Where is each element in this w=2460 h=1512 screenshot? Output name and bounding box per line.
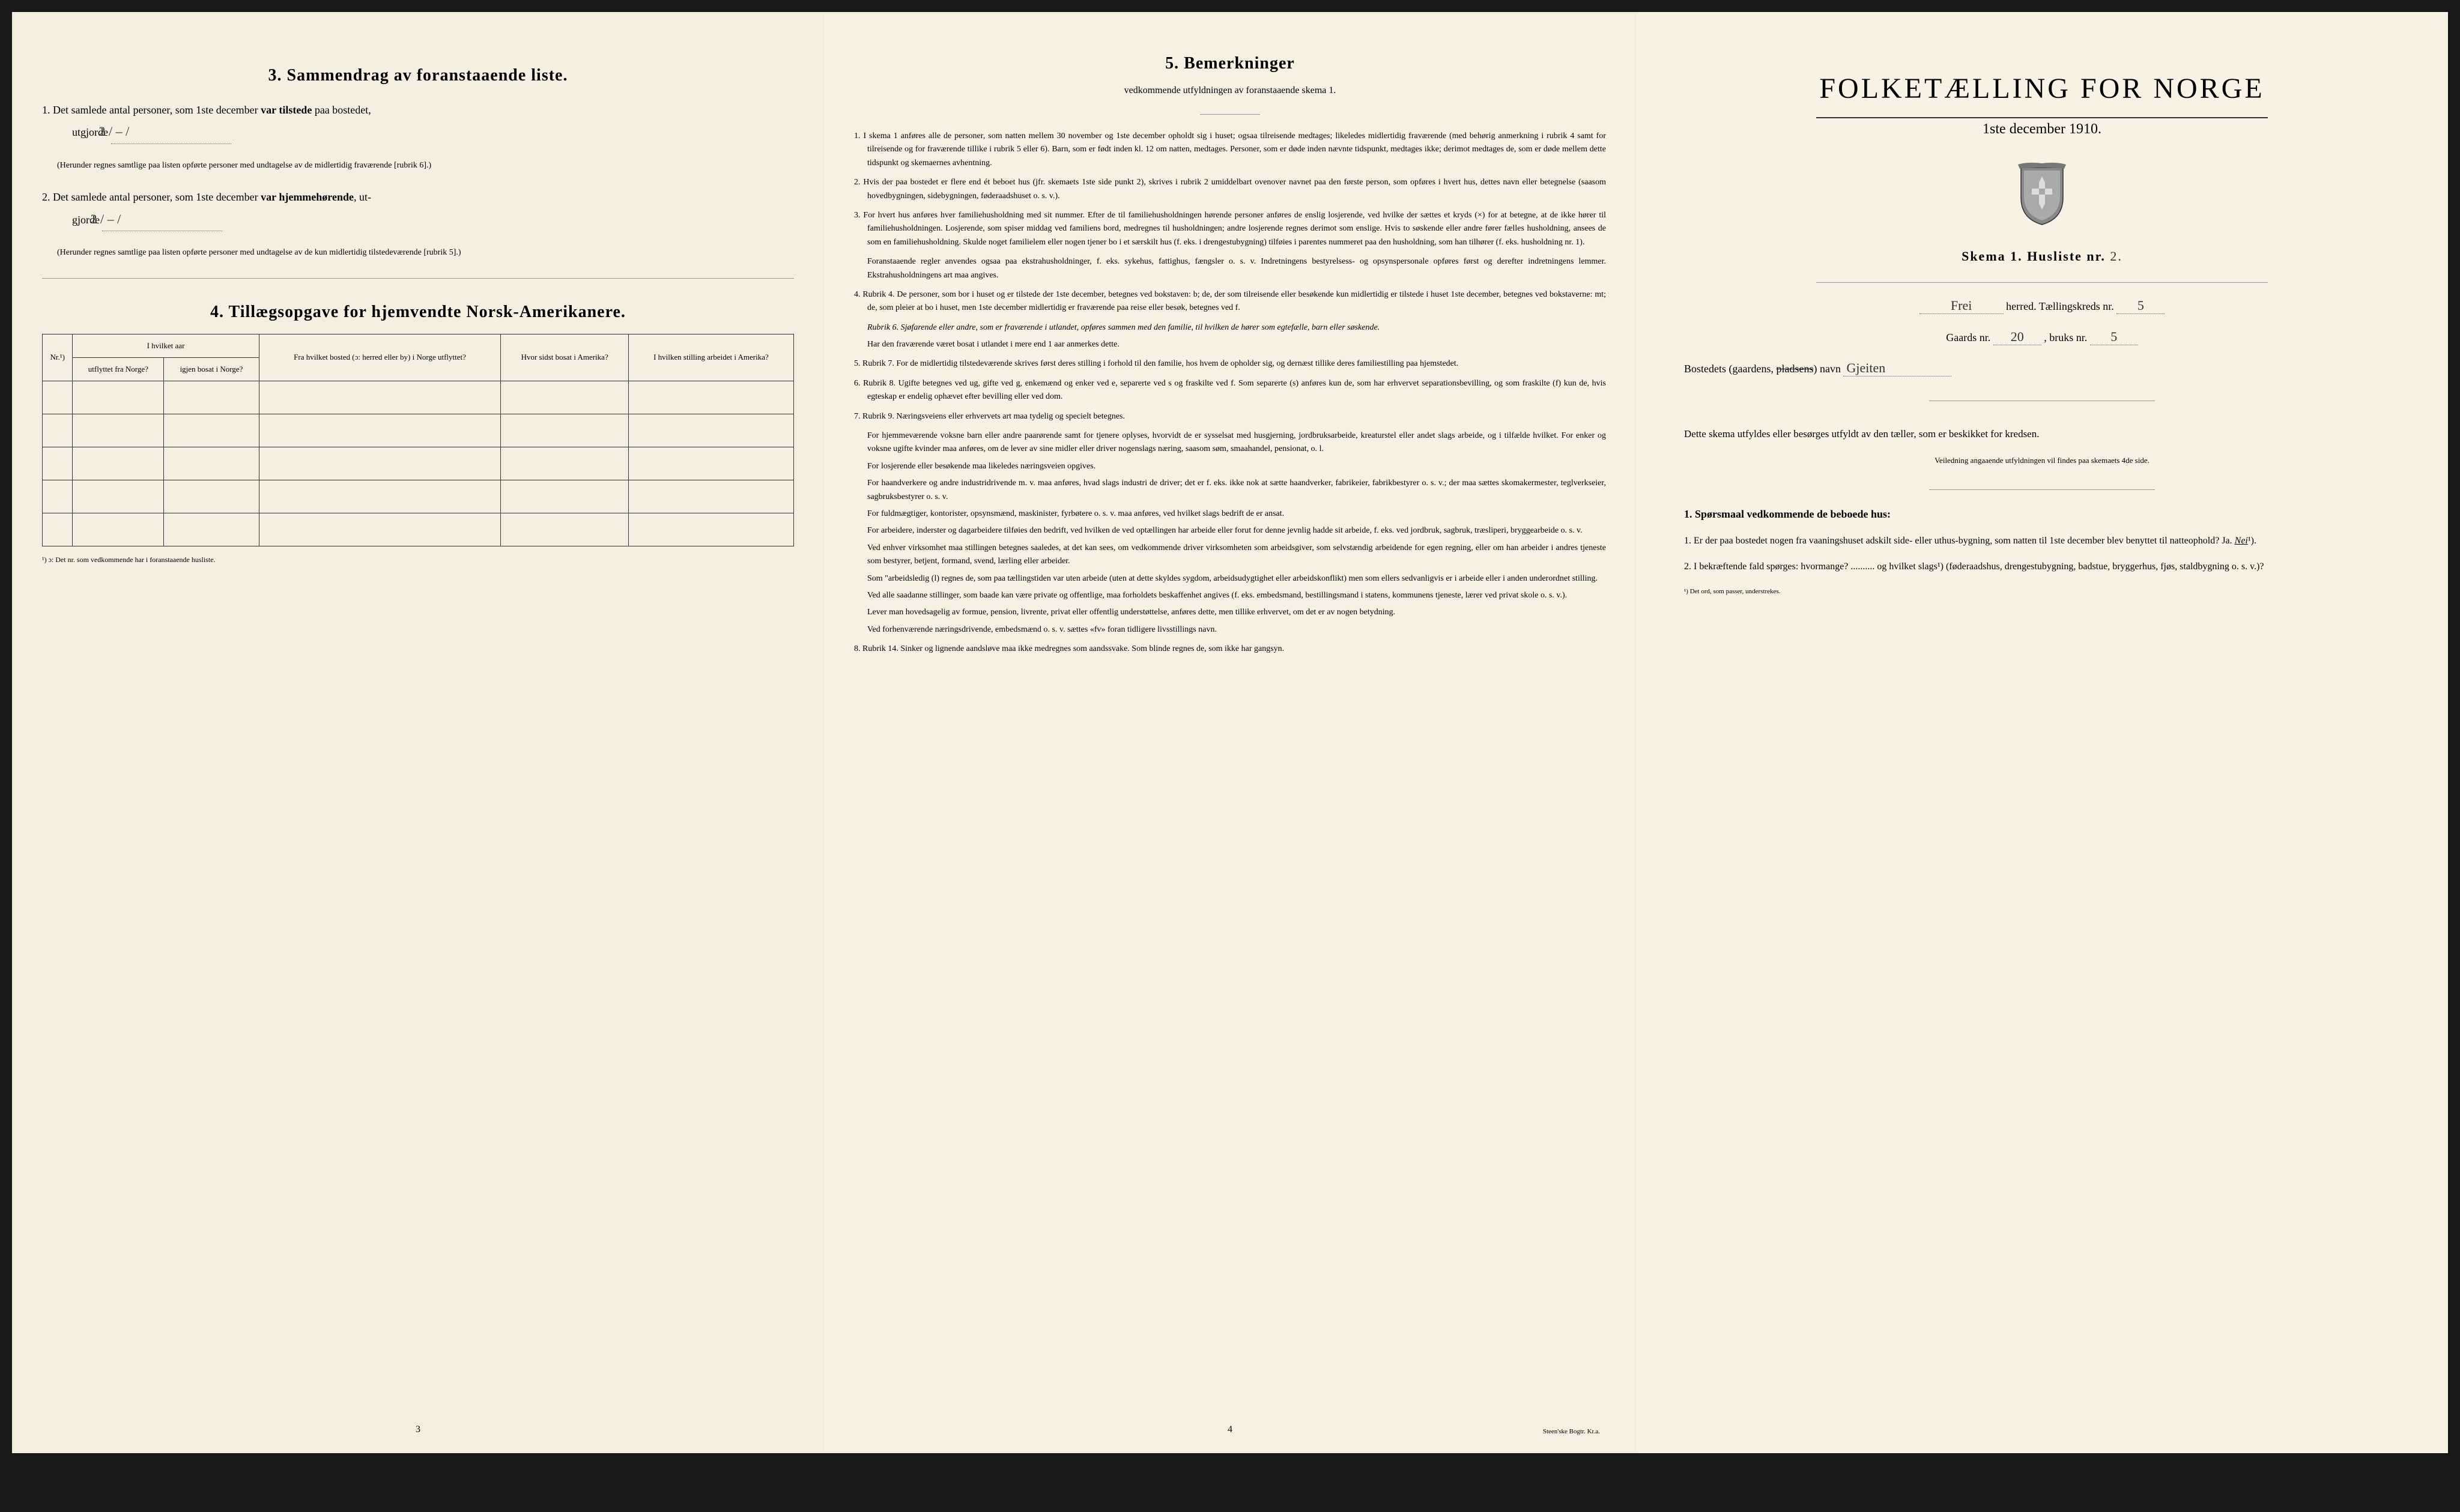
bemerk-6: 6. Rubrik 8. Ugifte betegnes ved ug, gif… — [854, 377, 1606, 404]
page-right: FOLKETÆLLING FOR NORGE 1ste december 191… — [1636, 12, 2448, 1453]
bosted-label: Bostedets (gaardens, — [1684, 363, 1776, 375]
gaards-nr: 20 — [1993, 329, 2041, 345]
skema-line: Skema 1. Husliste nr. 2. — [1666, 249, 2418, 264]
bemerk-7i: Lever man hovedsagelig av formue, pensio… — [867, 606, 1606, 619]
document-spread: 3. Sammendrag av foranstaaende liste. 1.… — [12, 12, 2448, 1453]
q1-answer: Nei — [2235, 536, 2248, 546]
bemerk-3a: Foranstaaende regler anvendes ogsaa paa … — [867, 255, 1606, 282]
item2: 2. Det samlede antal personer, som 1ste … — [42, 187, 794, 231]
bemerk-5: 5. Rubrik 7. For de midlertidig tilstede… — [854, 357, 1606, 370]
right-footnote: ¹) Det ord, som passer, understrekes. — [1684, 588, 2400, 595]
bemerk-4b: Har den fraværende været bosat i utlande… — [867, 338, 1606, 351]
bruks-label: , bruks nr. — [2044, 331, 2090, 343]
item2-note: (Herunder regnes samtlige paa listen opf… — [57, 246, 794, 259]
item1-suffix: paa bostedet, — [312, 104, 371, 116]
bemerk-4a: Rubrik 6. Sjøfarende eller andre, som er… — [867, 321, 1606, 334]
page-left: 3. Sammendrag av foranstaaende liste. 1.… — [12, 12, 824, 1453]
th-bosat: igjen bosat i Norge? — [164, 357, 259, 381]
herred-line: Frei herred. Tællingskreds nr. 5 — [1666, 298, 2418, 314]
bemerk-7f: Ved enhver virksomhet maa stillingen bet… — [867, 542, 1606, 569]
section4: 4. Tillægsopgave for hjemvendte Norsk-Am… — [42, 303, 794, 564]
bemerk-7b: For losjerende eller besøkende maa likel… — [867, 460, 1606, 473]
date-line: 1ste december 1910. — [1666, 121, 2418, 138]
skema-prefix: Skema 1. Husliste nr. — [1962, 249, 2110, 264]
bemerk-7h: Ved alle saadanne stillinger, som baade … — [867, 589, 1606, 602]
page-number-3: 3 — [416, 1424, 420, 1435]
table-row — [43, 480, 794, 513]
item2-suffix: , ut- — [354, 191, 371, 203]
section4-title: 4. Tillægsopgave for hjemvendte Norsk-Am… — [42, 303, 794, 322]
divider — [1929, 489, 2155, 490]
divider — [1816, 282, 2267, 283]
bemerk-2: 2. Hvis der paa bostedet er flere end ét… — [854, 176, 1606, 203]
divider-small — [1200, 114, 1260, 115]
section4-footnote: ¹) ɔ: Det nr. som vedkommende har i fora… — [42, 555, 794, 564]
th-bosted: Fra hvilket bosted (ɔ: herred eller by) … — [259, 334, 501, 381]
section5-title: 5. Bemerkninger — [854, 54, 1606, 73]
tilleg-table: Nr.¹) I hvilket aar Fra hvilket bosted (… — [42, 334, 794, 546]
table-row — [43, 513, 794, 546]
bemerk-8: 8. Rubrik 14. Sinker og lignende aandslø… — [854, 643, 1606, 656]
description: Dette skema utfyldes eller besørges utfy… — [1684, 425, 2400, 444]
table-row — [43, 381, 794, 414]
herred-value: Frei — [1919, 298, 2004, 314]
q1: 1. Er der paa bostedet nogen fra vaaning… — [1684, 533, 2400, 550]
kreds-nr: 5 — [2116, 298, 2165, 314]
item1-bold: var tilstede — [261, 104, 312, 116]
th-nr: Nr.¹) — [43, 334, 73, 381]
bemerk-7j: Ved forhenværende næringsdrivende, embed… — [867, 623, 1606, 637]
title-rule — [1816, 117, 2267, 118]
item1-value: 2 / – / — [111, 119, 231, 144]
section3-title: 3. Sammendrag av foranstaaende liste. — [42, 66, 794, 85]
bemerk-4: 4. Rubrik 4. De personer, som bor i huse… — [854, 288, 1606, 315]
bemerk-7d: For fuldmægtiger, kontorister, opsynsmæn… — [867, 507, 1606, 521]
q1-sup: ¹). — [2248, 536, 2256, 546]
bemerk-3: 3. For hvert hus anføres hver familiehus… — [854, 209, 1606, 249]
bemerk-7e: For arbeidere, inderster og dagarbeidere… — [867, 524, 1606, 537]
item2-prefix: 2. Det samlede antal personer, som 1ste … — [42, 191, 261, 203]
th-utflyttet: utflyttet fra Norge? — [73, 357, 164, 381]
th-aar: I hvilket aar — [73, 334, 259, 357]
th-amerika: Hvor sidst bosat i Amerika? — [501, 334, 629, 381]
bosted-strike: pladsens — [1776, 363, 1813, 375]
item2-bold: var hjemmehørende — [261, 191, 354, 203]
bemerk-7: 7. Rubrik 9. Næringsveiens eller erhverv… — [854, 410, 1606, 423]
item1: 1. Det samlede antal personer, som 1ste … — [42, 100, 794, 144]
bemerk-7g: Som "arbeidsledig (l) regnes de, som paa… — [867, 572, 1606, 585]
printer-mark: Steen'ske Bogtr. Kr.a. — [1543, 1428, 1600, 1435]
bemerk-7a: For hjemmeværende voksne barn eller andr… — [867, 429, 1606, 456]
husliste-nr: 2. — [2110, 249, 2122, 264]
bemerk-1: 1. I skema 1 anføres alle de personer, s… — [854, 130, 1606, 170]
page-number-4: 4 — [1228, 1424, 1232, 1435]
norway-crest-icon — [1666, 162, 2418, 231]
bosted-value: Gjeiten — [1843, 360, 1951, 376]
section5-subtitle: vedkommende utfyldningen av foranstaaend… — [854, 85, 1606, 96]
divider — [42, 278, 794, 279]
item1-prefix: 1. Det samlede antal personer, som 1ste … — [42, 104, 261, 116]
table-row — [43, 447, 794, 480]
item2-value: 2 / – / — [102, 207, 222, 232]
item1-note: (Herunder regnes samtlige paa listen opf… — [57, 159, 794, 172]
table-row — [43, 414, 794, 447]
q2: 2. I bekræftende fald spørges: hvormange… — [1684, 558, 2400, 576]
herred-label: herred. Tællingskreds nr. — [2006, 300, 2116, 312]
q-title: 1. Spørsmaal vedkommende de beboede hus: — [1684, 508, 2400, 521]
th-stilling: I hvilken stilling arbeidet i Amerika? — [628, 334, 793, 381]
bemerk-7c: For haandverkere og andre industridriven… — [867, 477, 1606, 504]
bosted-label2: ) navn — [1813, 363, 1843, 375]
page-middle: 5. Bemerkninger vedkommende utfyldningen… — [824, 12, 1636, 1453]
gaards-label: Gaards nr. — [1946, 331, 1993, 343]
main-title: FOLKETÆLLING FOR NORGE — [1666, 72, 2418, 105]
small-note: Veiledning angaaende utfyldningen vil fi… — [1666, 456, 2418, 465]
q1-text: 1. Er der paa bostedet nogen fra vaaning… — [1684, 536, 2235, 546]
bruks-nr: 5 — [2090, 329, 2138, 345]
question-section: 1. Spørsmaal vedkommende de beboede hus:… — [1684, 508, 2400, 576]
bosted-line: Bostedets (gaardens, pladsens) navn Gjei… — [1666, 360, 2418, 376]
gaards-line: Gaards nr. 20 , bruks nr. 5 — [1666, 329, 2418, 345]
